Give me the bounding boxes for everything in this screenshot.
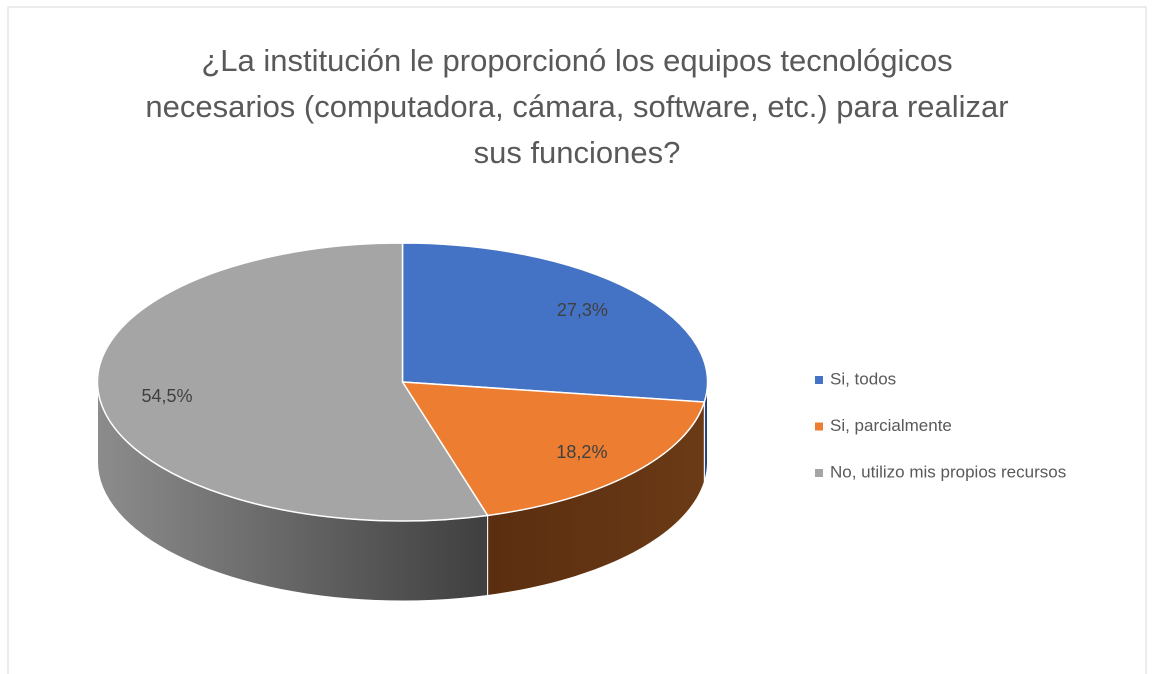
chart-border (7, 6, 1147, 674)
data-label: 27,3% (557, 300, 608, 320)
legend-label: Si, todos (830, 369, 896, 388)
pie-slice (96, 242, 489, 522)
legend-swatch (815, 376, 823, 384)
legend-label: No, utilizo mis propios recursos (830, 462, 1066, 481)
legend-swatch (815, 422, 823, 431)
legend-label: Si, parcialmente (830, 416, 952, 435)
pie-slice (401, 242, 709, 403)
legend-swatch (815, 469, 823, 477)
data-label: 18,2% (556, 442, 607, 462)
chart-title: ¿La institución le proporcionó los equip… (145, 43, 1009, 170)
pie-slice (401, 381, 706, 517)
data-label: 54,5% (141, 386, 192, 406)
